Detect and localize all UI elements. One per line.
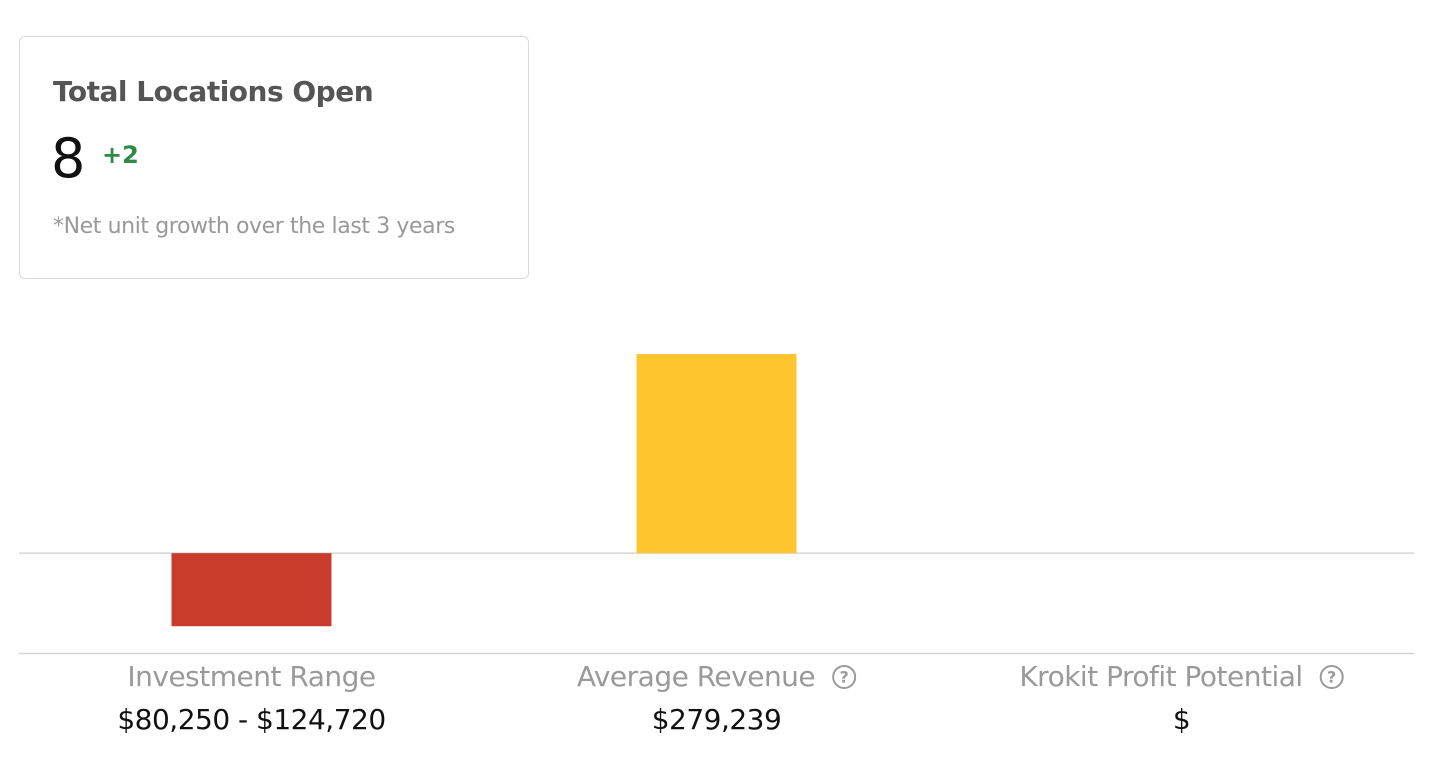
help-icon-mark: ? [1327,668,1336,687]
bar [636,354,797,554]
card-change: +2 [102,141,139,169]
card-value: 8 [51,127,86,190]
category-label: Average Revenue [577,660,815,693]
card-title: Total Locations Open [53,75,374,108]
category-label-group: Average Revenue? [577,660,857,693]
category-label: Krokit Profit Potential [1019,660,1302,693]
stat-card: Total Locations Open 8 +2 *Net unit grow… [19,36,529,279]
help-icon [832,665,857,689]
stat-value: $80,250 - $124,720 [117,703,385,736]
card-note: *Net unit growth over the last 3 years [53,214,455,239]
help-icon [1319,665,1344,689]
bar [171,553,332,627]
stat-value: $ [1173,703,1190,736]
category-label: Investment Range [127,660,375,693]
category-label-group: Krokit Profit Potential? [1019,660,1344,693]
stat-value: $279,239 [652,703,782,736]
help-icon-mark: ? [840,668,849,687]
category-label-group: Investment Range [127,660,376,693]
